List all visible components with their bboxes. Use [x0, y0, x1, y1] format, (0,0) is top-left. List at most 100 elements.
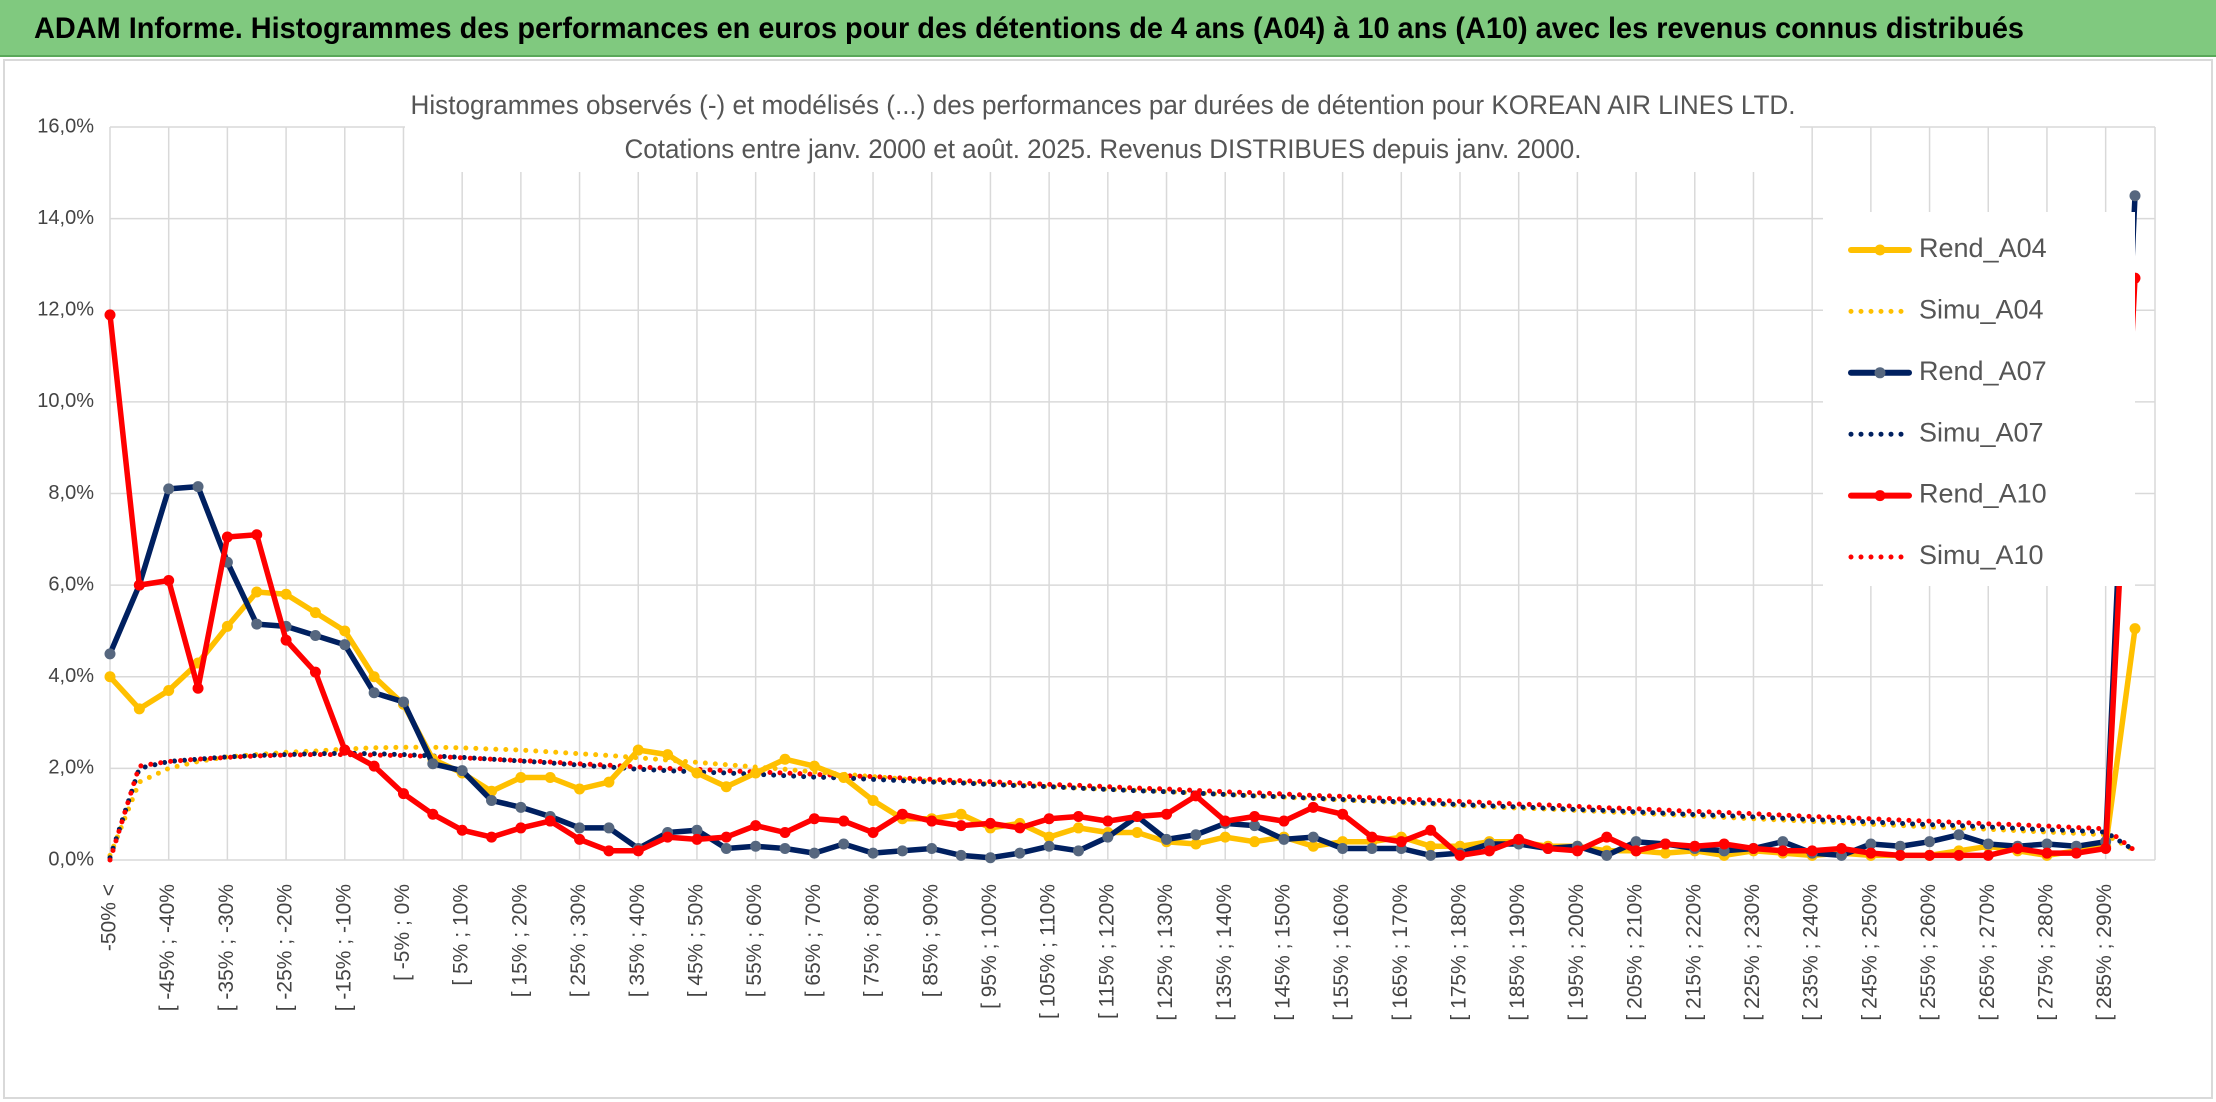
data-point: [1190, 829, 1202, 841]
data-point: [1161, 808, 1173, 820]
data-point: [1601, 831, 1613, 843]
data-point: [544, 772, 556, 784]
observed-line: [107, 275, 2138, 859]
model-line: [107, 750, 2138, 861]
x-tick-label: [ 5% ; 10%: [450, 884, 473, 986]
data-point: [867, 827, 879, 839]
data-point: [515, 801, 527, 813]
data-point: [984, 817, 996, 829]
data-point: [896, 845, 908, 857]
data-point: [1953, 849, 1965, 861]
data-point: [750, 820, 762, 832]
data-point: [104, 648, 116, 660]
data-point: [1924, 836, 1936, 848]
x-tick-label: [ 175% ; 180%: [1448, 884, 1471, 1021]
data-point: [1307, 831, 1319, 843]
data-point: [2100, 843, 2112, 855]
data-point: [750, 767, 762, 779]
x-tick-label: [ 125% ; 130%: [1154, 884, 1177, 1021]
data-point: [779, 843, 791, 855]
data-point: [603, 776, 615, 788]
data-point: [515, 772, 527, 784]
data-point: [1395, 836, 1407, 848]
data-point: [867, 794, 879, 806]
y-tick-label: 4,0%: [48, 665, 94, 687]
data-point: [1043, 813, 1055, 825]
data-point: [1601, 849, 1613, 861]
data-point: [1131, 810, 1143, 822]
data-point: [309, 666, 321, 678]
x-tick-label: [ 145% ; 150%: [1271, 884, 1294, 1021]
data-point: [339, 625, 351, 637]
data-point: [1425, 840, 1437, 852]
data-point: [1924, 849, 1936, 861]
data-point: [632, 744, 644, 756]
legend-label: Simu_A07: [1919, 417, 2044, 447]
data-point: [720, 843, 732, 855]
data-point: [838, 838, 850, 850]
data-point: [163, 684, 175, 696]
x-tick-label: [ 165% ; 170%: [1389, 884, 1412, 1021]
data-point: [1249, 836, 1261, 848]
x-tick-label: [ -35% ; -30%: [215, 884, 238, 1011]
data-point: [574, 822, 586, 834]
data-point: [1894, 849, 1906, 861]
data-point: [691, 767, 703, 779]
data-point: [368, 687, 380, 699]
chart-frame: [3, 59, 2213, 1099]
data-point: [1806, 845, 1818, 857]
data-point: [779, 827, 791, 839]
data-point: [309, 630, 321, 642]
data-point: [397, 696, 409, 708]
legend-marker: [1874, 490, 1886, 502]
y-tick-label: 2,0%: [48, 757, 94, 779]
data-point: [1278, 833, 1290, 845]
data-point: [750, 840, 762, 852]
data-point: [720, 831, 732, 843]
data-point: [1425, 824, 1437, 836]
x-tick-label: [ -5% ; 0%: [391, 884, 414, 981]
data-point: [808, 760, 820, 772]
data-point: [339, 744, 351, 756]
x-tick-label: [ 205% ; 210%: [1624, 884, 1647, 1021]
x-tick-label: [ 25% ; 30%: [567, 884, 590, 997]
x-tick-label: [ -15% ; -10%: [332, 884, 355, 1011]
data-point: [251, 529, 263, 541]
y-tick-label: 0,0%: [48, 848, 94, 870]
data-point: [779, 753, 791, 765]
x-tick-label: [ 115% ; 120%: [1095, 884, 1118, 1019]
data-point: [1043, 831, 1055, 843]
x-tick-label: [ 45% ; 50%: [685, 884, 708, 997]
data-point: [427, 758, 439, 770]
data-point: [2129, 190, 2141, 202]
data-point: [1014, 822, 1026, 834]
data-point: [1454, 849, 1466, 861]
observed-line: [107, 192, 2138, 861]
legend-label: Rend_A10: [1919, 479, 2047, 509]
data-point: [955, 808, 967, 820]
model-line: [107, 752, 2138, 863]
data-point: [456, 824, 468, 836]
data-point: [221, 531, 233, 543]
data-point: [1219, 815, 1231, 827]
data-point: [221, 620, 233, 632]
legend-label: Rend_A07: [1919, 356, 2047, 386]
data-point: [896, 808, 908, 820]
x-tick-label: [ -45% ; -40%: [156, 884, 179, 1011]
data-point: [603, 822, 615, 834]
data-point: [133, 703, 145, 715]
x-tick-label: [ 215% ; 220%: [1682, 884, 1705, 1021]
data-point: [1747, 843, 1759, 855]
data-point: [1131, 827, 1143, 839]
data-point: [926, 815, 938, 827]
x-tick-label: [ 55% ; 60%: [743, 884, 766, 997]
data-point: [1307, 801, 1319, 813]
data-point: [1542, 843, 1554, 855]
data-point: [808, 813, 820, 825]
x-tick-label: [ 195% ; 200%: [1565, 884, 1588, 1021]
data-point: [2041, 847, 2053, 859]
data-point: [368, 760, 380, 772]
data-point: [632, 845, 644, 857]
x-tick-label: [ 65% ; 70%: [802, 884, 825, 997]
